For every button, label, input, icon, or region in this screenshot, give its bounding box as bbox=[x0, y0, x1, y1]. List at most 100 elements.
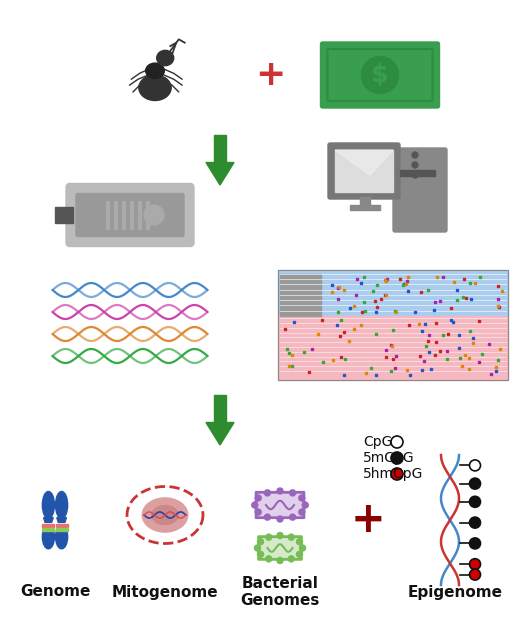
Text: +: + bbox=[255, 58, 285, 92]
Polygon shape bbox=[335, 150, 393, 175]
Circle shape bbox=[299, 509, 305, 515]
Bar bbox=[374, 300, 376, 301]
Bar bbox=[469, 329, 471, 331]
Bar bbox=[464, 354, 466, 356]
Bar bbox=[453, 281, 455, 283]
Bar bbox=[442, 276, 444, 278]
Bar bbox=[472, 337, 474, 339]
Bar bbox=[403, 283, 405, 285]
Bar bbox=[467, 357, 470, 359]
Bar bbox=[436, 276, 437, 278]
Bar bbox=[401, 283, 404, 286]
Bar bbox=[138, 202, 141, 229]
Bar bbox=[375, 311, 377, 313]
FancyBboxPatch shape bbox=[393, 148, 447, 232]
Text: Genome: Genome bbox=[20, 585, 90, 600]
Bar bbox=[391, 346, 393, 348]
Circle shape bbox=[266, 556, 272, 562]
Bar bbox=[289, 352, 291, 354]
Bar bbox=[385, 295, 387, 296]
Bar bbox=[442, 334, 444, 336]
Bar bbox=[428, 334, 431, 336]
Circle shape bbox=[288, 534, 294, 540]
Text: 5mCpG: 5mCpG bbox=[363, 451, 414, 465]
Bar bbox=[337, 311, 339, 313]
Bar bbox=[361, 311, 363, 313]
Circle shape bbox=[277, 532, 283, 539]
Circle shape bbox=[257, 539, 264, 545]
FancyBboxPatch shape bbox=[258, 537, 302, 559]
Bar bbox=[280, 274, 321, 316]
Bar bbox=[468, 368, 470, 369]
Bar bbox=[360, 324, 361, 326]
Ellipse shape bbox=[142, 498, 188, 532]
Circle shape bbox=[299, 495, 305, 501]
Bar bbox=[130, 202, 133, 229]
Bar bbox=[376, 306, 378, 308]
Bar bbox=[353, 305, 355, 306]
Bar bbox=[495, 370, 497, 372]
Circle shape bbox=[277, 488, 283, 494]
Circle shape bbox=[470, 538, 480, 549]
Bar bbox=[337, 298, 339, 300]
Bar bbox=[400, 170, 435, 176]
Circle shape bbox=[257, 551, 264, 557]
Bar bbox=[394, 368, 396, 369]
Bar bbox=[322, 361, 324, 363]
Circle shape bbox=[296, 551, 303, 557]
Bar bbox=[460, 357, 461, 359]
Bar bbox=[446, 358, 448, 360]
Bar bbox=[331, 291, 333, 293]
Bar bbox=[500, 348, 501, 350]
Text: CpG: CpG bbox=[363, 435, 393, 449]
Bar bbox=[370, 367, 372, 369]
Text: $: $ bbox=[371, 63, 389, 87]
Circle shape bbox=[254, 545, 261, 551]
Bar bbox=[340, 319, 342, 321]
Bar bbox=[439, 300, 441, 302]
Bar bbox=[390, 344, 392, 346]
Bar bbox=[456, 299, 458, 301]
Bar bbox=[478, 320, 480, 322]
Bar bbox=[310, 348, 313, 350]
Bar bbox=[392, 358, 394, 360]
Bar bbox=[356, 278, 358, 280]
Bar bbox=[385, 349, 387, 351]
Bar bbox=[56, 529, 68, 532]
Circle shape bbox=[412, 152, 418, 158]
Bar bbox=[43, 524, 55, 527]
Bar bbox=[384, 294, 385, 296]
FancyBboxPatch shape bbox=[66, 183, 194, 246]
Circle shape bbox=[470, 558, 480, 570]
Circle shape bbox=[277, 516, 283, 522]
Circle shape bbox=[470, 496, 480, 507]
Bar bbox=[427, 341, 430, 343]
Bar bbox=[435, 341, 437, 343]
Ellipse shape bbox=[56, 492, 68, 519]
Bar bbox=[409, 374, 411, 376]
Bar bbox=[430, 368, 432, 370]
FancyBboxPatch shape bbox=[320, 42, 439, 108]
Bar bbox=[490, 373, 492, 375]
Bar bbox=[407, 290, 409, 292]
Bar bbox=[474, 282, 476, 284]
Bar bbox=[409, 324, 410, 326]
Circle shape bbox=[361, 56, 399, 94]
Bar bbox=[337, 286, 340, 288]
Bar bbox=[390, 370, 392, 373]
Ellipse shape bbox=[42, 492, 55, 519]
Bar bbox=[498, 305, 499, 307]
Circle shape bbox=[144, 205, 164, 225]
Bar bbox=[385, 356, 387, 358]
Bar bbox=[406, 283, 407, 285]
Bar bbox=[114, 202, 117, 229]
Polygon shape bbox=[206, 162, 234, 185]
Bar bbox=[501, 290, 502, 292]
Bar bbox=[447, 333, 449, 334]
Bar bbox=[434, 354, 436, 356]
Bar bbox=[456, 289, 458, 291]
Bar bbox=[399, 278, 401, 280]
Circle shape bbox=[252, 502, 258, 508]
Bar bbox=[395, 355, 397, 357]
Circle shape bbox=[264, 514, 270, 520]
